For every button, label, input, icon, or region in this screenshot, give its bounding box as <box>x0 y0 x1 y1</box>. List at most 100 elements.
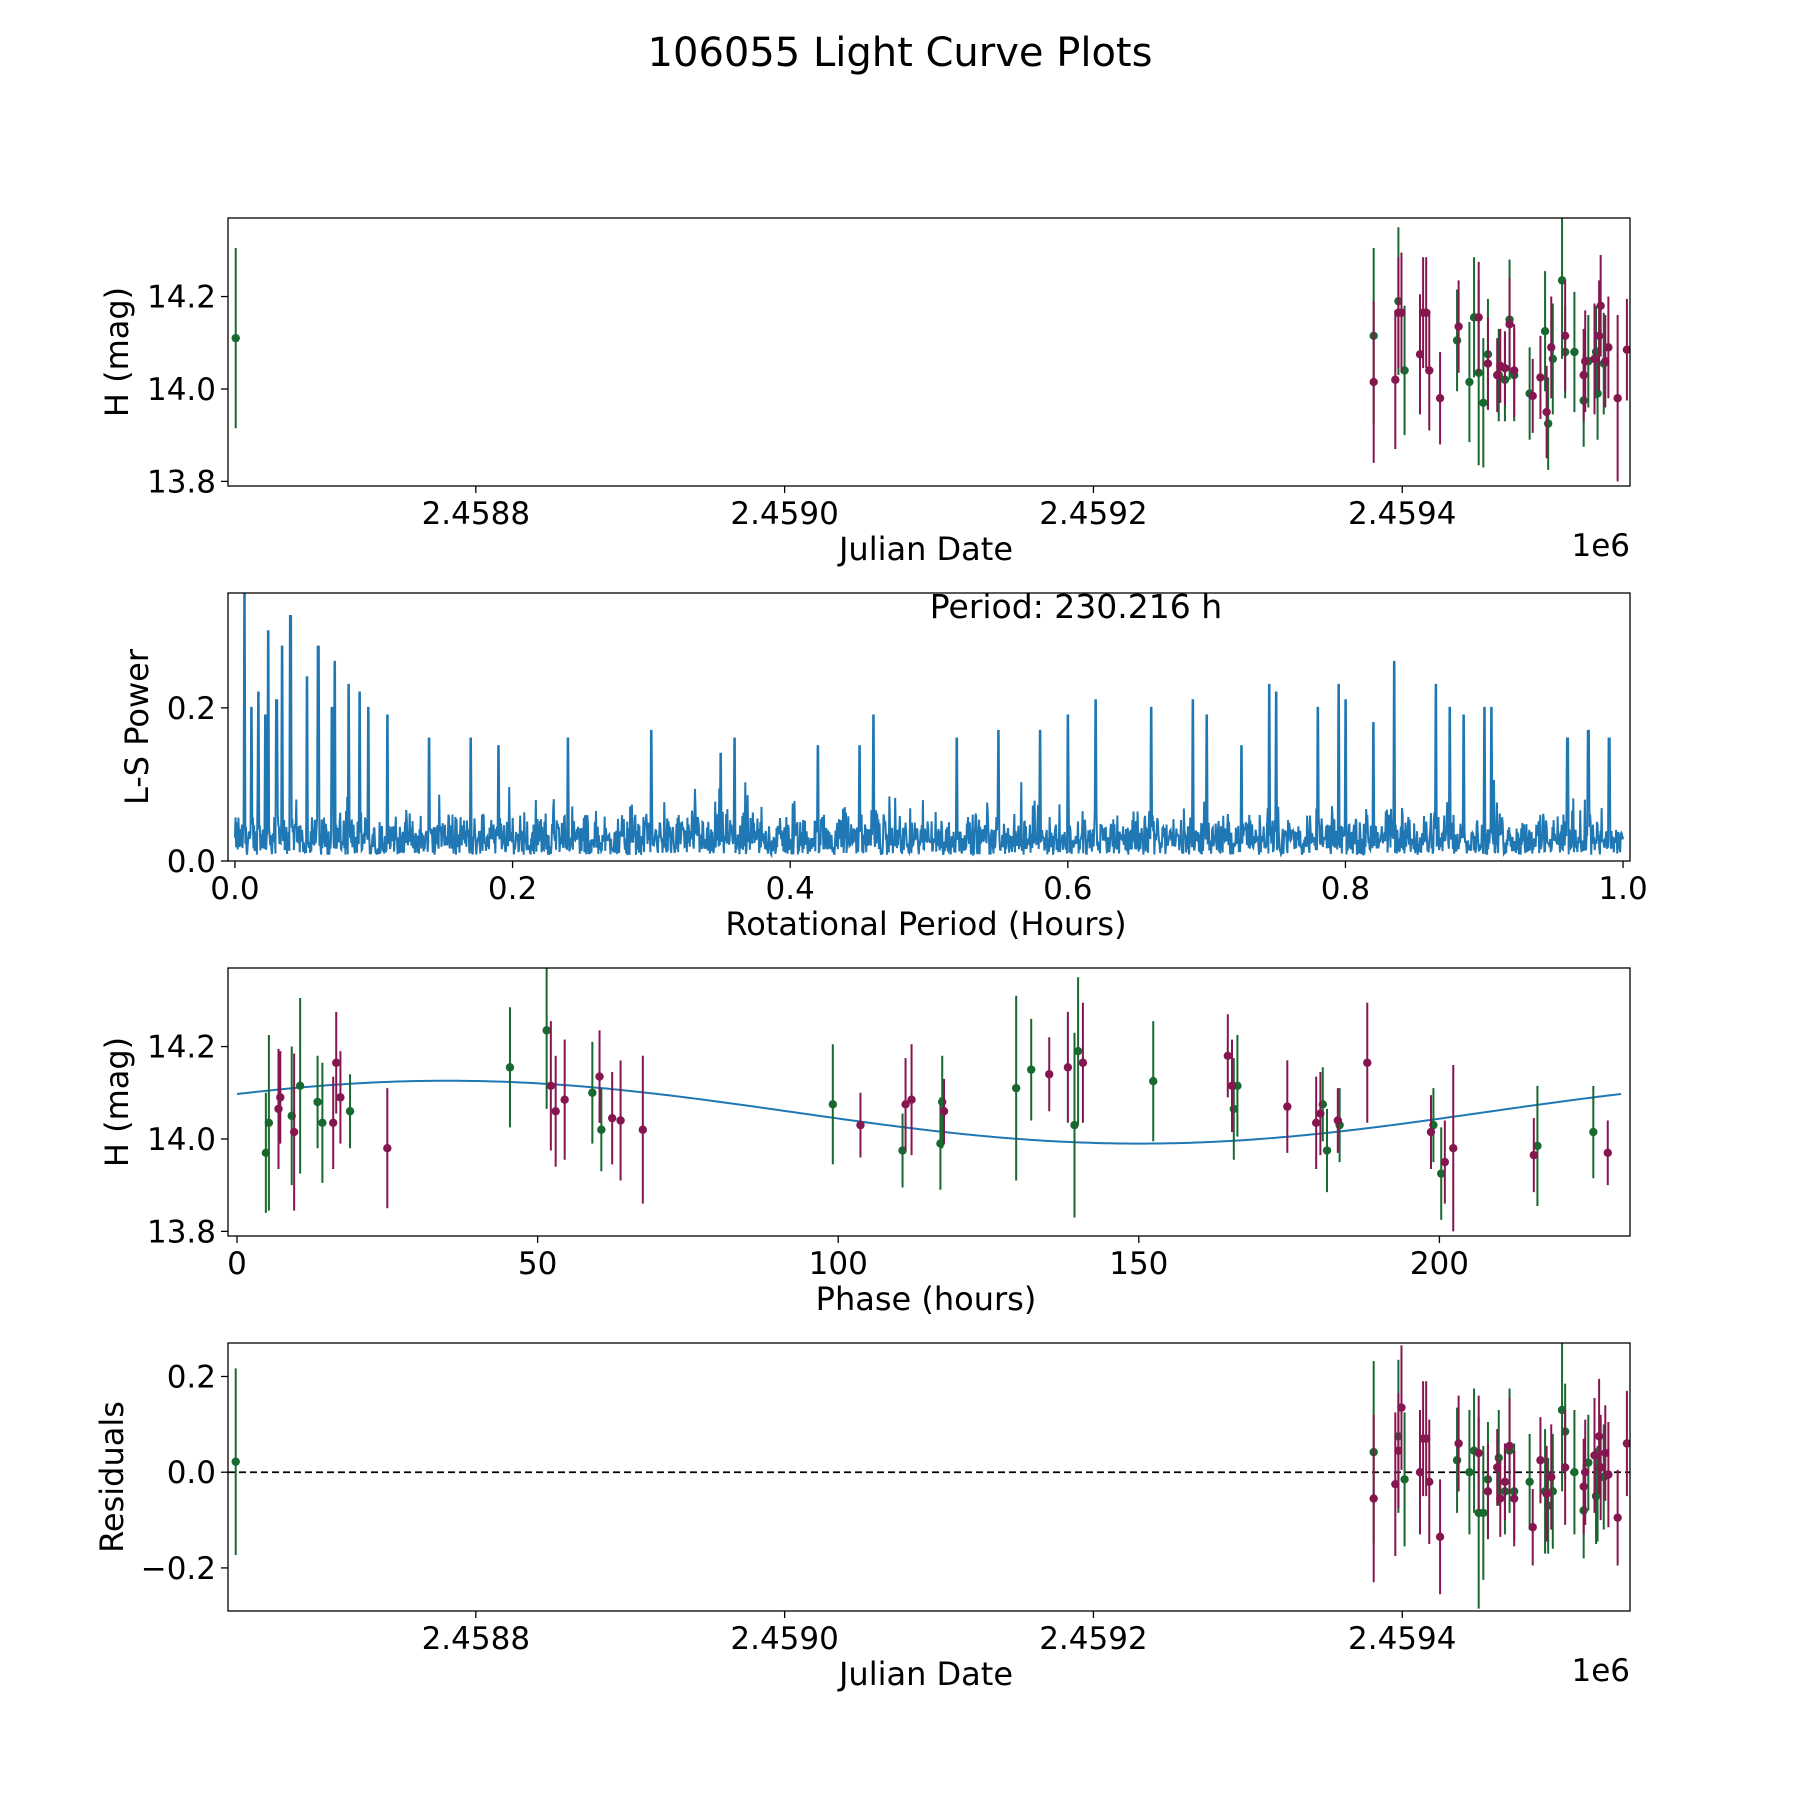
residuals-point-maroon <box>1581 1468 1590 1477</box>
periodogram-xtick-label: 0.2 <box>488 871 537 907</box>
phase-model-curve <box>236 1079 1622 1145</box>
residuals-xlabel: Julian Date <box>837 1655 1013 1693</box>
phase-point-green <box>1149 1077 1158 1086</box>
residuals-ylabel: Residuals <box>93 1401 131 1553</box>
phase-xtick-label: 50 <box>518 1246 557 1282</box>
lightcurve-xtick-label: 2.4590 <box>730 496 838 532</box>
residuals-xtick-label: 2.4594 <box>1348 1621 1456 1657</box>
residuals-point-maroon <box>1483 1487 1493 1496</box>
residuals-point-maroon <box>1474 1448 1483 1458</box>
lightcurve-xtick-label: 2.4594 <box>1348 496 1456 532</box>
phase-point-maroon <box>595 1072 604 1081</box>
phase-point-maroon <box>1440 1157 1450 1167</box>
residuals-point-maroon <box>1536 1456 1545 1465</box>
phase-point-maroon <box>289 1127 299 1137</box>
lightcurve-point-maroon <box>1369 377 1378 387</box>
phase-xtick-label: 0 <box>227 1246 247 1282</box>
figure-title: 106055 Light Curve Plots <box>648 30 1153 76</box>
residuals-ytick-label: 0.0 <box>167 1455 216 1491</box>
residuals-ytick-label: 0.2 <box>167 1360 216 1396</box>
phase-frame <box>227 967 1631 1237</box>
lightcurve-point-maroon <box>1613 394 1622 403</box>
phase-point-green <box>318 1118 327 1127</box>
lightcurve-point-maroon <box>1579 370 1588 380</box>
phase-point-green <box>542 1026 551 1035</box>
phase-point-green <box>597 1125 606 1134</box>
lightcurve-point-maroon <box>1425 366 1434 375</box>
phase-point-green <box>295 1081 305 1091</box>
lightcurve-point-green <box>1465 377 1474 387</box>
periodogram-xtick-label: 0.6 <box>1043 871 1092 907</box>
period-annotation: Period: 230.216 h <box>930 587 1222 626</box>
phase-marks <box>236 968 1622 1232</box>
phase-plot-area <box>236 968 1622 1232</box>
lightcurve-point-maroon <box>1397 308 1406 317</box>
residuals-point-green <box>1479 1508 1488 1518</box>
periodogram-line <box>233 593 1625 859</box>
phase-point-green <box>313 1097 322 1107</box>
residuals-point-green <box>1570 1468 1579 1477</box>
residuals-ytick-label: −0.2 <box>141 1551 216 1587</box>
residuals-point-maroon <box>1547 1472 1556 1482</box>
residuals-point-maroon <box>1613 1513 1622 1522</box>
periodogram-ytick-label: 0.2 <box>167 691 216 727</box>
phase-point-green <box>345 1107 355 1116</box>
lightcurve-point-maroon <box>1435 394 1445 403</box>
residuals-point-maroon <box>1500 1477 1510 1486</box>
phase-point-green <box>828 1100 838 1109</box>
phase-point-maroon <box>939 1107 949 1116</box>
phase-point-maroon <box>1363 1058 1372 1067</box>
phase-ytick-label: 14.0 <box>147 1122 216 1158</box>
phase-point-maroon <box>1227 1081 1237 1091</box>
residuals-plot-area <box>228 1343 1630 1609</box>
lightcurve-plot-area <box>231 218 1630 482</box>
lightcurve-marks <box>231 218 1630 482</box>
phase-xtick-label: 100 <box>809 1246 868 1282</box>
lightcurve-point-green <box>231 333 240 343</box>
phase-ylabel: H (mag) <box>98 1037 136 1167</box>
periodogram-ticks: 0.0 0.2 0.4 0.6 0.8 1.0 0.0 0.2 <box>167 691 1648 907</box>
phase-point-maroon <box>1316 1109 1325 1118</box>
residuals-point-maroon <box>1397 1403 1406 1412</box>
phase-point-maroon <box>1078 1058 1088 1067</box>
lightcurve-frame <box>227 217 1631 487</box>
lightcurve-ylabel: H (mag) <box>98 287 136 417</box>
phase-point-maroon <box>1283 1102 1292 1111</box>
lightcurve-point-maroon <box>1528 391 1537 401</box>
lightcurve-ytick-label: 14.0 <box>147 372 216 408</box>
residuals-point-green <box>1400 1475 1409 1484</box>
phase-ytick-label: 13.8 <box>147 1214 216 1250</box>
periodogram-xtick-label: 1.0 <box>1598 871 1647 907</box>
phase-point-green <box>1589 1127 1598 1137</box>
residuals-point-maroon <box>1590 1451 1599 1460</box>
periodogram-ytick-label: 0.0 <box>167 844 216 880</box>
lightcurve-xlabel: Julian Date <box>837 530 1013 568</box>
phase-point-maroon <box>332 1058 341 1067</box>
residuals-point-maroon <box>1369 1494 1378 1503</box>
phase-point-maroon <box>638 1125 648 1134</box>
phase-point-green <box>588 1088 597 1097</box>
lightcurve-ytick-label: 14.2 <box>147 280 216 316</box>
phase-point-maroon <box>616 1116 625 1125</box>
phase-point-green <box>1070 1120 1079 1130</box>
phase-point-maroon <box>1045 1070 1054 1079</box>
phase-point-maroon <box>901 1100 910 1109</box>
residuals-point-maroon <box>1509 1494 1519 1503</box>
residuals-point-maroon <box>1496 1494 1505 1503</box>
lightcurve-point-maroon <box>1505 320 1514 329</box>
lightcurve-point-maroon <box>1542 407 1551 417</box>
residuals-point-maroon <box>1435 1532 1445 1542</box>
periodogram-panel: 0.0 0.2 0.4 0.6 0.8 1.0 0.0 0.2 Period: 230.216… <box>118 587 1648 943</box>
phase-xtick-label: 200 <box>1410 1246 1469 1282</box>
phase-point-maroon <box>1223 1051 1232 1060</box>
residuals-point-green <box>1494 1453 1503 1463</box>
lightcurve-point-maroon <box>1391 375 1400 384</box>
residuals-xtick-label: 2.4588 <box>422 1621 530 1657</box>
lightcurve-point-maroon <box>1560 331 1570 341</box>
residuals-point-maroon <box>1579 1482 1588 1491</box>
lightcurve-point-maroon <box>1581 357 1590 366</box>
lightcurve-point-maroon <box>1604 343 1613 352</box>
lightcurve-point-green <box>1543 419 1553 428</box>
periodogram-frame <box>227 592 1631 862</box>
